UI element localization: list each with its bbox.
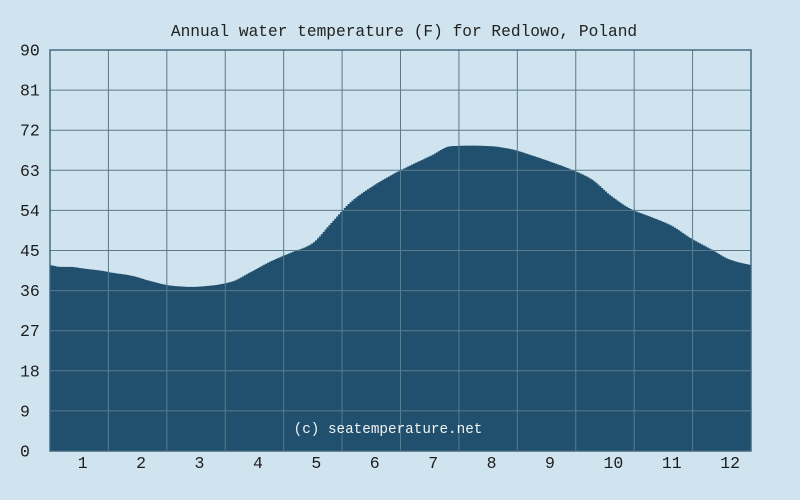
svg-text:10: 10 xyxy=(603,454,623,473)
svg-text:81: 81 xyxy=(20,82,40,101)
svg-text:36: 36 xyxy=(20,282,40,301)
svg-text:12: 12 xyxy=(720,454,740,473)
svg-text:63: 63 xyxy=(20,162,40,181)
svg-text:2: 2 xyxy=(136,454,146,473)
svg-text:90: 90 xyxy=(20,42,40,61)
svg-text:45: 45 xyxy=(20,242,40,261)
svg-text:72: 72 xyxy=(20,122,40,141)
svg-text:4: 4 xyxy=(253,454,263,473)
svg-text:0: 0 xyxy=(20,443,30,462)
svg-text:(c) seatemperature.net: (c) seatemperature.net xyxy=(294,422,483,438)
svg-text:54: 54 xyxy=(20,202,40,221)
svg-text:1: 1 xyxy=(78,454,88,473)
svg-text:8: 8 xyxy=(487,454,497,473)
svg-text:Annual water temperature (F) f: Annual water temperature (F) for Redlowo… xyxy=(171,23,637,41)
svg-text:7: 7 xyxy=(428,454,438,473)
svg-text:9: 9 xyxy=(545,454,555,473)
svg-text:6: 6 xyxy=(370,454,380,473)
svg-text:3: 3 xyxy=(195,454,205,473)
svg-text:18: 18 xyxy=(20,362,40,381)
svg-text:5: 5 xyxy=(311,454,321,473)
svg-text:27: 27 xyxy=(20,322,40,341)
svg-text:11: 11 xyxy=(662,454,682,473)
svg-text:9: 9 xyxy=(20,402,30,421)
